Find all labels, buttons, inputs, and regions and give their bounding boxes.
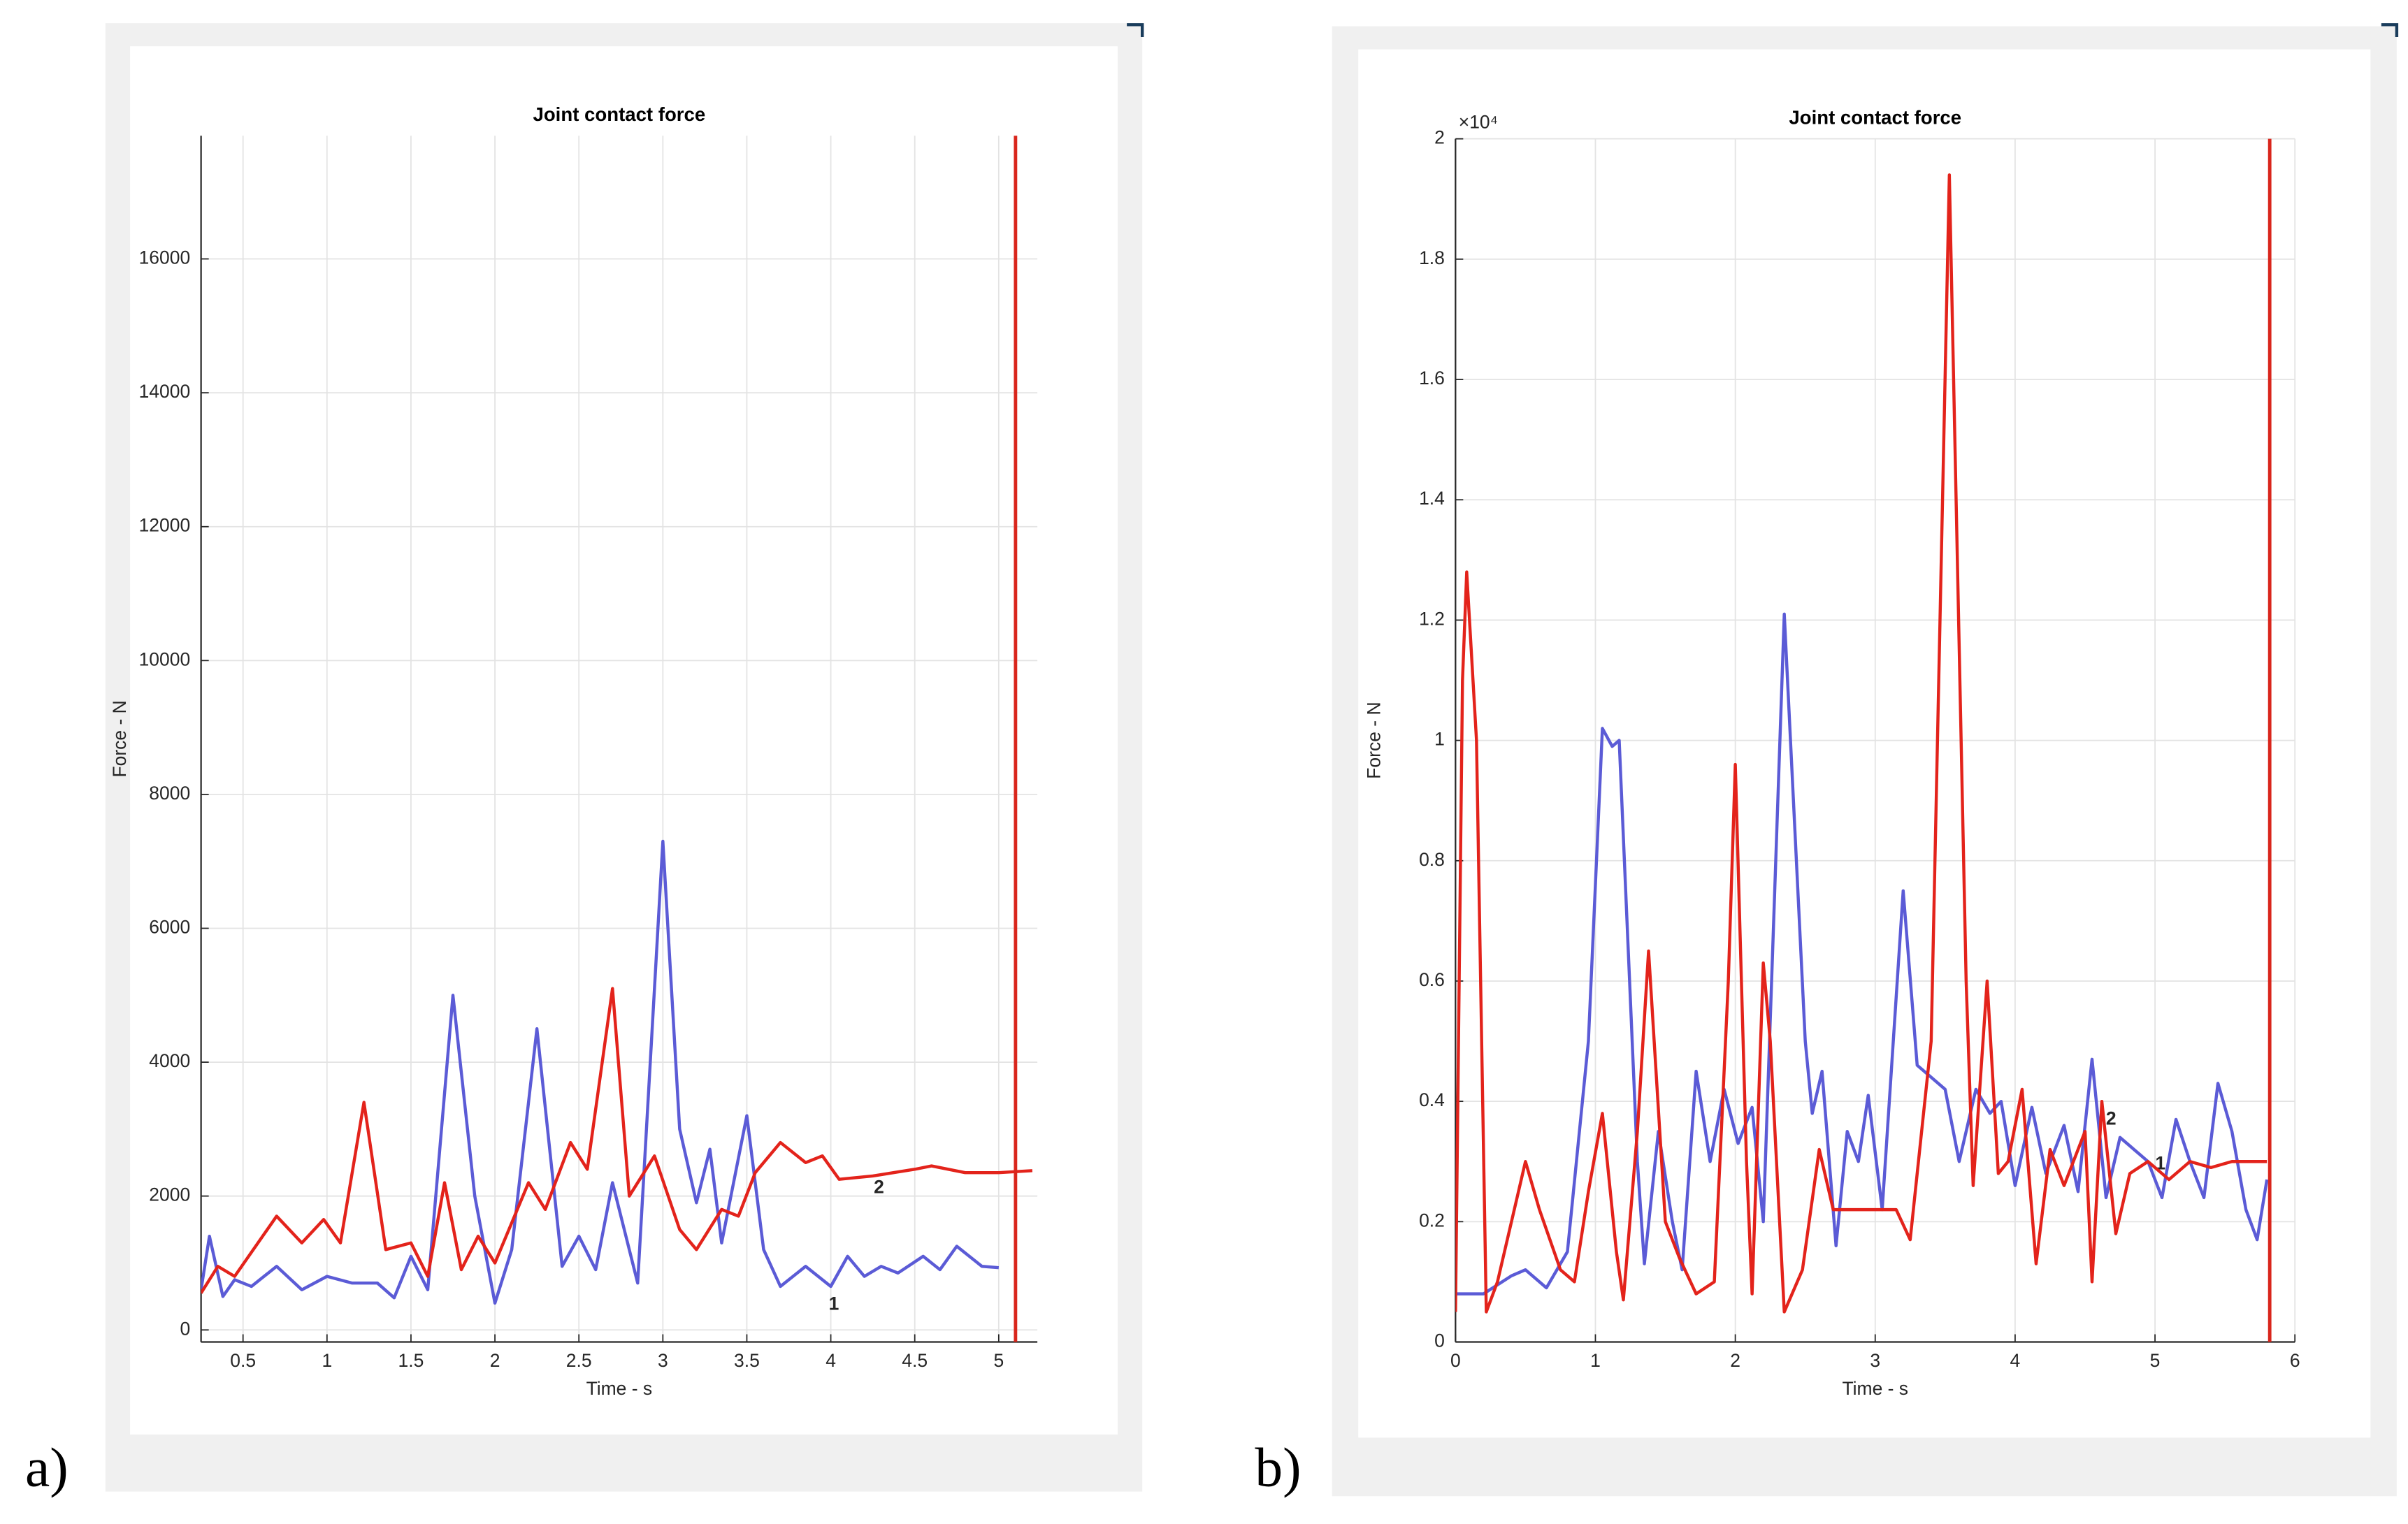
x-tick-label: 2 [1730, 1350, 1740, 1371]
x-tick-label: 5 [2150, 1350, 2161, 1371]
chart-title: Joint contact force [1789, 106, 1961, 128]
series-line [1455, 612, 2269, 1296]
x-tick-label: 5 [993, 1350, 1004, 1371]
y-exponent-label: ×10⁴ [1459, 112, 1498, 133]
y-tick-label: 12000 [139, 515, 191, 536]
y-tick-label: 0.6 [1419, 969, 1445, 990]
x-tick-label: 1 [322, 1350, 332, 1371]
y-axis-label: Force - N [109, 700, 130, 777]
panel-label: a) [25, 1437, 69, 1498]
y-tick-label: 0 [180, 1318, 190, 1339]
series-label: 2 [2106, 1108, 2117, 1129]
x-axis-label: Time - s [586, 1378, 653, 1399]
y-tick-label: 10000 [139, 648, 191, 669]
y-tick-label: 1 [1434, 729, 1445, 750]
x-tick-label: 4 [826, 1350, 836, 1371]
x-tick-label: 1.5 [398, 1350, 424, 1371]
y-tick-label: 8000 [149, 783, 190, 804]
panel-label: b) [1255, 1437, 1301, 1498]
chart-title: Joint contact force [533, 103, 706, 125]
y-tick-label: 1.2 [1419, 608, 1445, 629]
y-tick-label: 1.8 [1419, 247, 1445, 268]
y-tick-label: 2 [1434, 127, 1445, 148]
x-tick-label: 0 [1450, 1350, 1461, 1371]
x-tick-label: 3 [1870, 1350, 1880, 1371]
series-line [201, 839, 1000, 1305]
x-axis-label: Time - s [1842, 1378, 1908, 1399]
series-line [201, 987, 1033, 1294]
series-label: 2 [874, 1177, 884, 1198]
x-tick-label: 1 [1590, 1350, 1601, 1371]
y-tick-label: 14000 [139, 381, 191, 402]
y-tick-label: 0.2 [1419, 1210, 1445, 1231]
x-tick-label: 0.5 [230, 1350, 256, 1371]
y-tick-label: 2000 [149, 1184, 190, 1205]
y-tick-label: 6000 [149, 916, 190, 937]
window-corner [1127, 23, 1144, 37]
x-tick-label: 3 [658, 1350, 668, 1371]
y-tick-label: 0.4 [1419, 1089, 1445, 1110]
plot-area [201, 136, 1038, 1342]
x-tick-label: 4 [2010, 1350, 2021, 1371]
x-tick-label: 6 [2290, 1350, 2300, 1371]
series-line [1455, 173, 2268, 1314]
y-tick-label: 0.8 [1419, 849, 1445, 870]
x-tick-label: 3.5 [734, 1350, 760, 1371]
y-axis-label: Force - N [1364, 702, 1385, 778]
x-tick-label: 4.5 [902, 1350, 928, 1371]
y-tick-label: 0 [1434, 1330, 1445, 1351]
x-tick-label: 2 [490, 1350, 500, 1371]
window-corner [2381, 23, 2399, 37]
y-tick-label: 1.6 [1419, 368, 1445, 389]
series-label: 1 [829, 1293, 839, 1314]
y-tick-label: 1.4 [1419, 488, 1445, 509]
x-tick-label: 2.5 [566, 1350, 592, 1371]
y-tick-label: 4000 [149, 1050, 190, 1071]
y-tick-label: 16000 [139, 247, 191, 268]
